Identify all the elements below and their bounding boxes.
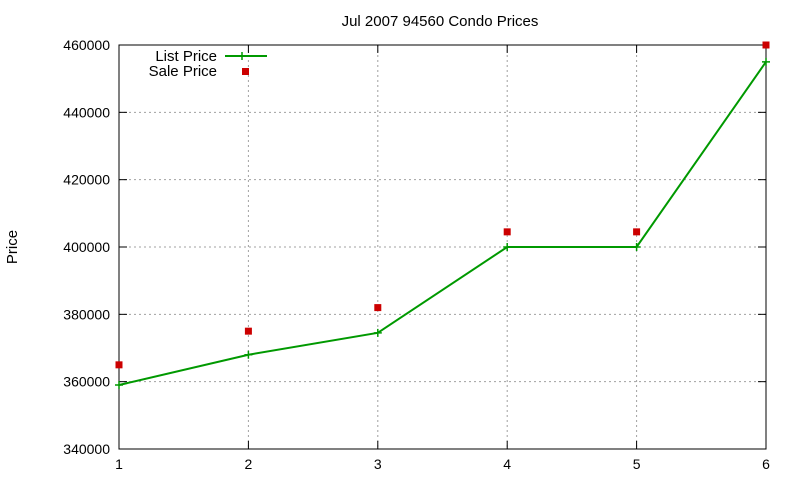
x-tick-label: 4 (503, 456, 511, 472)
legend-label-sale-price: Sale Price (149, 63, 217, 80)
plot-border (118, 44, 767, 450)
y-tick-label: 420000 (63, 172, 110, 188)
chart-title: Jul 2007 94560 Condo Prices (342, 13, 539, 30)
axis-ticks: 1 2 3 4 5 6 340000 360000 380000 400000 420000 4400… (63, 37, 770, 472)
list-price-point (373, 328, 382, 337)
legend-marker-sale-price (242, 68, 249, 75)
legend: List Price Sale Price (149, 48, 267, 80)
y-tick-label: 440000 (63, 104, 110, 120)
x-tick-label: 2 (245, 456, 253, 472)
sale-price-point (762, 41, 770, 49)
y-tick-label: 360000 (63, 374, 110, 390)
sale-price-point (503, 228, 511, 236)
series-layer (115, 41, 770, 390)
list-price-point (632, 243, 641, 251)
sale-price-point (244, 327, 252, 335)
grid-lines (119, 45, 766, 449)
list-price-point (115, 381, 123, 390)
y-axis-label: Price (4, 230, 21, 264)
sale-price-point (633, 228, 641, 236)
x-tick-label: 5 (633, 456, 641, 472)
x-tick-label: 6 (762, 456, 770, 472)
x-tick-label: 1 (115, 456, 123, 472)
sale-price-point (115, 361, 123, 369)
list-price-line (118, 61, 767, 387)
list-price-point (762, 57, 770, 66)
legend-label-list-price: List Price (155, 48, 217, 65)
sale-price-point (374, 304, 382, 312)
y-tick-label: 460000 (63, 37, 110, 53)
y-tick-label: 380000 (63, 306, 110, 322)
x-tick-label: 3 (374, 456, 382, 472)
y-tick-label: 400000 (63, 239, 110, 255)
list-price-point (503, 243, 512, 251)
legend-marker-list-price (238, 52, 246, 60)
list-price-point (244, 350, 253, 359)
y-tick-label: 340000 (63, 441, 110, 457)
